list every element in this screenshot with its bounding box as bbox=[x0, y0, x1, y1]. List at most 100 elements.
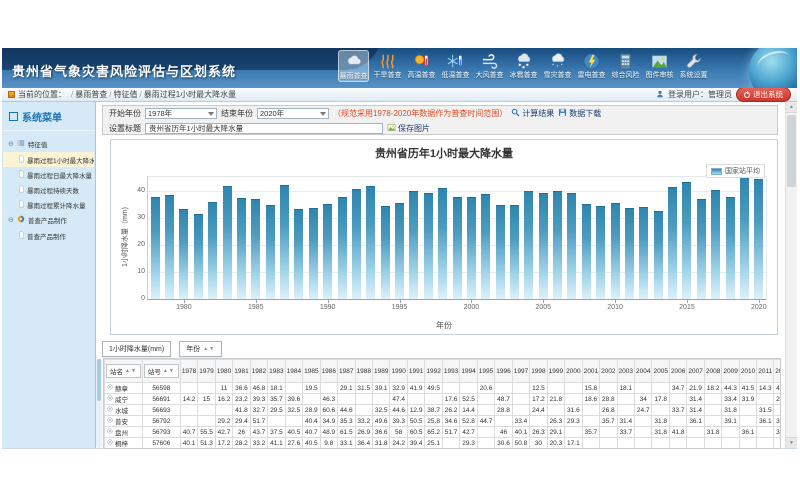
year-column-header[interactable]: 1987 bbox=[337, 359, 356, 383]
breadcrumb-item[interactable]: 暴雨普查 bbox=[75, 90, 108, 99]
scroll-up-arrow[interactable]: ▲ bbox=[786, 102, 797, 113]
year-column-header[interactable]: 2007 bbox=[686, 359, 705, 383]
scroll-down-arrow[interactable]: ▼ bbox=[786, 437, 797, 448]
nav-item-low-temp[interactable]: 低温普查 bbox=[440, 50, 471, 82]
year-column-header[interactable]: 1995 bbox=[476, 359, 496, 383]
year-column-header[interactable]: 1994 bbox=[459, 359, 478, 383]
year-column-header[interactable]: 1991 bbox=[406, 359, 426, 383]
year-column-header[interactable]: 1999 bbox=[546, 359, 566, 383]
value-cell: 29.1 bbox=[337, 382, 356, 394]
nav-item-risk-calculator[interactable]: 综合风险 bbox=[610, 50, 641, 82]
value-cell: 28.2 bbox=[232, 437, 251, 448]
station-id-header[interactable]: 站号 ▲▼ bbox=[141, 359, 181, 383]
value-cell: 33.2 bbox=[249, 437, 269, 448]
year-column-header[interactable]: 2006 bbox=[668, 359, 688, 383]
year-column-header[interactable]: 2008 bbox=[703, 359, 723, 383]
year-column-header[interactable]: 1988 bbox=[354, 359, 373, 383]
station-name-cell: 水城 bbox=[104, 404, 143, 416]
radio-icon[interactable] bbox=[107, 384, 113, 392]
nav-item-label: 系统设置 bbox=[679, 72, 708, 79]
download-button[interactable]: 数据下载 bbox=[558, 108, 601, 119]
year-column-header[interactable]: 1992 bbox=[424, 359, 443, 383]
year-column-header[interactable]: 1993 bbox=[441, 359, 461, 383]
sort-icons[interactable]: ▲▼ bbox=[162, 368, 175, 374]
year-column-header[interactable]: 2011 bbox=[756, 359, 775, 383]
save-image-button[interactable]: 保存图片 bbox=[387, 123, 430, 134]
year-column-header[interactable]: 1984 bbox=[284, 359, 304, 383]
breadcrumb-item[interactable]: 暴雨过程1小时最大降水量 bbox=[143, 90, 237, 99]
sidebar-item[interactable]: 普查产品制作 bbox=[3, 228, 94, 243]
year-column-header[interactable]: 1986 bbox=[319, 359, 339, 383]
end-year-select[interactable]: 2020年 bbox=[257, 108, 329, 119]
list-icon bbox=[17, 139, 25, 149]
tree-group-普查产品制作[interactable]: ⊖ 普查产品制作 bbox=[3, 212, 94, 228]
year-column-header[interactable]: 2000 bbox=[564, 359, 583, 383]
value-cell bbox=[406, 393, 426, 405]
nav-item-settings[interactable]: 系统设置 bbox=[678, 50, 709, 82]
sidebar-item[interactable]: 暴雨过程持续天数 bbox=[3, 182, 94, 197]
user-icon bbox=[656, 90, 664, 100]
nav-item-label: 暴雨普查 bbox=[339, 73, 368, 80]
breadcrumb-item[interactable]: 特征值 bbox=[113, 90, 138, 99]
tree-group-特征值[interactable]: ⊖ 特征值 bbox=[3, 136, 94, 152]
year-column-header[interactable]: 2012 bbox=[773, 359, 780, 383]
radio-icon[interactable] bbox=[107, 395, 113, 403]
sidebar-item[interactable]: 暴雨过程日最大降水量 bbox=[3, 167, 94, 182]
year-column-header[interactable]: 2004 bbox=[633, 359, 653, 383]
station-name-header[interactable]: 站名 ▲▼ bbox=[104, 359, 143, 383]
chart-title-input[interactable] bbox=[145, 123, 383, 134]
nav-item-hail[interactable]: 冰雹普查 bbox=[508, 50, 539, 82]
value-cell: 30.2 bbox=[773, 426, 780, 438]
nav-item-snow[interactable]: * * * 雪灾普查 bbox=[542, 50, 573, 82]
scrollbar-thumb[interactable] bbox=[97, 359, 101, 401]
year-column-header[interactable]: 1982 bbox=[249, 359, 269, 383]
start-year-select[interactable]: 1978年 bbox=[145, 108, 217, 119]
sidebar-item[interactable]: 暴雨过程1小时最大降水量 bbox=[3, 152, 94, 167]
column-field-button[interactable]: 年份 ▲▼ bbox=[179, 341, 223, 357]
value-cell: 58 bbox=[389, 426, 408, 438]
year-column-header[interactable]: 1998 bbox=[529, 359, 548, 383]
nav-item-high-temp[interactable]: 高温普查 bbox=[406, 50, 437, 82]
collapse-icon[interactable]: ⊖ bbox=[8, 140, 14, 148]
year-column-header[interactable]: 2002 bbox=[599, 359, 618, 383]
year-column-header[interactable]: 2010 bbox=[738, 359, 758, 383]
nav-item-map-review[interactable]: 图件审核 bbox=[644, 50, 675, 82]
sort-icons[interactable]: ▲▼ bbox=[125, 368, 137, 374]
nav-item-drought[interactable]: 干旱普查 bbox=[372, 50, 403, 82]
year-column-header[interactable]: 1997 bbox=[511, 359, 531, 383]
year-column-header[interactable]: 1983 bbox=[267, 359, 286, 383]
table-left-scrollbar[interactable] bbox=[96, 358, 102, 448]
nav-item-wind[interactable]: 大风普查 bbox=[474, 50, 505, 82]
nav-item-lightning[interactable]: 雷电普查 bbox=[576, 50, 607, 82]
year-column-header[interactable]: 1985 bbox=[302, 359, 321, 383]
nav-item-rainstorm[interactable]: 暴雨普查 bbox=[338, 50, 369, 82]
value-cell bbox=[476, 404, 496, 416]
year-column-header[interactable]: 1989 bbox=[371, 359, 391, 383]
year-column-header[interactable]: 2001 bbox=[581, 359, 601, 383]
year-column-header[interactable]: 2005 bbox=[651, 359, 670, 383]
radio-icon[interactable] bbox=[107, 439, 113, 447]
measure-field-button[interactable]: 1小时降水量(mm) bbox=[102, 341, 172, 357]
bar-2013 bbox=[653, 210, 663, 299]
doc-icon bbox=[18, 231, 25, 241]
scrollbar-thumb[interactable] bbox=[787, 115, 796, 187]
content-scrollbar[interactable]: ▲ ▼ bbox=[785, 102, 797, 448]
year-column-header[interactable]: 1979 bbox=[197, 359, 216, 383]
bar-2000 bbox=[466, 196, 476, 299]
year-column-header[interactable]: 1980 bbox=[214, 359, 234, 383]
radio-icon[interactable] bbox=[107, 406, 113, 414]
radio-icon[interactable] bbox=[107, 428, 113, 436]
year-column-header[interactable]: 1996 bbox=[494, 359, 513, 383]
year-column-header[interactable]: 1990 bbox=[389, 359, 408, 383]
year-column-header[interactable]: 1981 bbox=[232, 359, 251, 383]
logout-button[interactable]: 退出系统 bbox=[736, 87, 791, 102]
collapse-icon[interactable]: ⊖ bbox=[8, 216, 14, 224]
sidebar-item[interactable]: 暴雨过程累计降水量 bbox=[3, 197, 94, 212]
year-column-header[interactable]: 2009 bbox=[721, 359, 740, 383]
calculate-button[interactable]: 计算结果 bbox=[511, 108, 554, 119]
year-column-header[interactable]: 1978 bbox=[179, 359, 199, 383]
x-tick-mark bbox=[615, 300, 617, 303]
radio-icon[interactable] bbox=[107, 417, 113, 425]
sort-icons[interactable]: ▲▼ bbox=[203, 346, 216, 352]
year-column-header[interactable]: 2003 bbox=[616, 359, 636, 383]
